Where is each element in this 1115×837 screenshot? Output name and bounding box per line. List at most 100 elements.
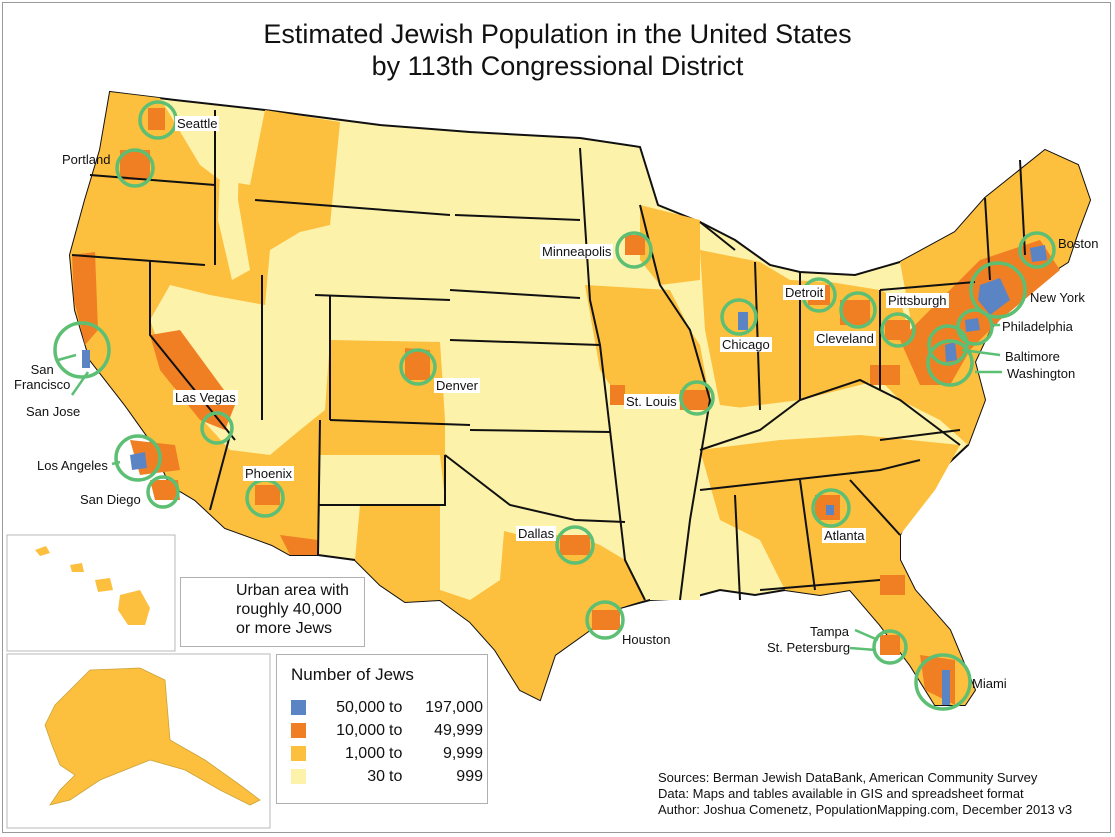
sf-leader — [57, 353, 77, 362]
label-minneapolis: Minneapolis — [540, 244, 614, 259]
legend-swatch-4 — [291, 769, 306, 784]
cleveland-core — [840, 300, 870, 325]
label-los-angeles: Los Angeles — [37, 458, 108, 473]
fl-northeast — [880, 575, 905, 595]
baltimore-leader — [961, 348, 1001, 357]
washington-circle — [926, 339, 974, 387]
label-new-york: New York — [1030, 290, 1085, 305]
border-tn-south — [699, 459, 921, 491]
border-pa-ny — [879, 281, 976, 291]
san-jose-leader — [70, 371, 90, 396]
label-cleveland: Cleveland — [814, 331, 876, 346]
border-az-west — [209, 434, 231, 511]
chicago-core — [738, 312, 748, 330]
label-philadelphia: Philadelphia — [1002, 319, 1073, 334]
sf-core — [82, 350, 90, 368]
label-san-francisco: San Francisco — [14, 362, 71, 392]
border-ga-fl — [759, 579, 881, 591]
title-line-1: Estimated Jewish Population in the Unite… — [263, 19, 852, 49]
new-york-circle — [969, 261, 1027, 319]
legend-max-2: 49,999 — [434, 722, 483, 739]
label-boston: Boston — [1058, 236, 1099, 251]
hawaii-inset — [6, 534, 176, 652]
hawaii-big-island — [118, 590, 150, 625]
border-sd-ne — [449, 289, 581, 299]
label-st-petersburg: St. Petersburg — [767, 640, 851, 655]
label-atlanta: Atlanta — [822, 528, 867, 543]
legend-swatch-2 — [291, 723, 306, 738]
legend-to-1: to — [389, 699, 403, 716]
west-texas-low — [440, 505, 505, 600]
title-line-2: by 113th Congressional District — [371, 51, 744, 81]
minneapolis-core — [625, 235, 645, 255]
legend-swatch-1 — [291, 700, 306, 715]
border-mi-wi — [699, 221, 736, 251]
idaho-low — [215, 112, 250, 280]
los-angeles-circle — [114, 434, 162, 482]
tampa-core — [880, 635, 900, 655]
tampa-leader — [854, 628, 879, 642]
border-il-in — [754, 261, 761, 411]
st-louis-circle — [679, 380, 715, 416]
label-chicago: Chicago — [720, 337, 772, 352]
label-tampa: Tampa — [810, 624, 850, 639]
leader-lines — [57, 323, 1002, 652]
nm-low — [320, 455, 445, 505]
denver-core — [405, 348, 430, 380]
map-title: Estimated Jewish Population in the Unite… — [0, 18, 1115, 82]
dc-core — [945, 342, 957, 362]
label-washington: Washington — [1007, 366, 1076, 381]
pittsburgh-circle — [880, 312, 916, 348]
legend-from-1: 50,000 — [336, 699, 385, 716]
legend-swatch-3 — [291, 746, 306, 761]
chicago-circle — [720, 298, 758, 336]
districts-low — [215, 112, 820, 600]
label-san-diego: San Diego — [80, 492, 141, 507]
hawaii-inset-box — [6, 534, 176, 652]
alaska-inset — [6, 653, 271, 829]
nevada-vegas — [150, 330, 235, 430]
label-denver: Denver — [434, 378, 480, 393]
hawaii-island-3 — [95, 578, 113, 592]
seattle-core — [148, 108, 165, 130]
legend-max-4: 999 — [456, 768, 483, 785]
border-wa-or — [89, 174, 216, 186]
border-miss-river — [639, 204, 712, 601]
south-region — [700, 435, 975, 705]
label-detroit: Detroit — [783, 285, 826, 300]
portland-circle — [115, 148, 155, 188]
las-vegas-circle — [200, 411, 234, 445]
west-coast-region — [70, 92, 445, 555]
border-ks-ok — [469, 429, 611, 433]
san-diego-circle — [146, 475, 180, 509]
legend-from-2: 10,000 — [336, 722, 385, 739]
border-nc-va — [879, 429, 961, 441]
cleveland-circle — [839, 291, 877, 329]
urban-legend-text: Urban area with roughly 40,000 or more J… — [236, 582, 349, 637]
sources-line-2: Data: Maps and tables available in GIS a… — [658, 786, 1024, 801]
legend-max-3: 9,999 — [442, 745, 483, 762]
label-dallas: Dallas — [516, 526, 557, 541]
la-leader — [111, 460, 121, 466]
border-or-ca — [71, 254, 206, 266]
atlanta-high — [826, 505, 834, 515]
label-st-louis: St. Louis — [624, 394, 679, 409]
dallas-core — [560, 535, 590, 555]
border-co-nm — [329, 419, 471, 426]
san-francisco-circle — [53, 321, 111, 379]
sf-coast — [72, 252, 98, 345]
baltimore-circle — [927, 324, 969, 366]
legend-title: Number of Jews — [291, 665, 414, 684]
border-ok-tx — [444, 454, 626, 523]
philly-core — [965, 318, 980, 332]
legend-from-3: 1,000 — [344, 745, 385, 762]
label-phoenix: Phoenix — [243, 466, 294, 481]
ohio-district — [870, 365, 900, 385]
sources-block: Sources: Berman Jewish DataBank, America… — [658, 770, 1072, 818]
alaska-shape — [44, 667, 261, 806]
boston-circle — [1018, 231, 1056, 269]
urban-area-legend: Urban area with roughly 40,000 or more J… — [180, 577, 365, 647]
legend-max-1: 197,000 — [425, 699, 483, 716]
